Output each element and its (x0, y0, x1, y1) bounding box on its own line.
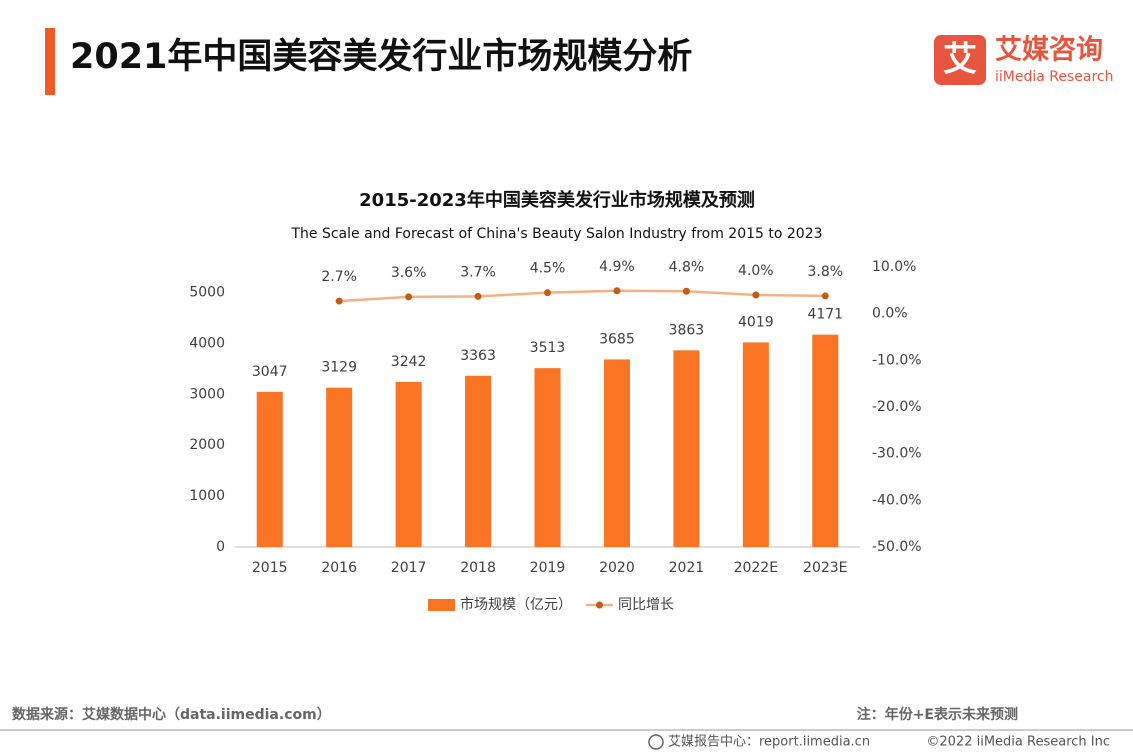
y-tick-label: 2000 (189, 437, 225, 453)
logo-name: 艾媒咨询 (995, 34, 1103, 66)
legend-label: 同比增长 (618, 597, 674, 613)
x-tick-label: 2021 (669, 560, 705, 576)
x-tick-label: 2015 (252, 560, 288, 576)
y-tick-label: 1000 (189, 488, 225, 504)
line-value-label: 3.7% (460, 264, 496, 280)
y2-tick-label: -50.0% (872, 539, 922, 555)
chart-title: 2015-2023年中国美容美发行业市场规模及预测 (359, 189, 755, 211)
bar (603, 359, 630, 547)
chart-subtitle: The Scale and Forecast of China's Beauty… (290, 226, 822, 242)
y2-tick-label: -40.0% (872, 492, 922, 508)
y2-tick-label: 0.0% (872, 306, 908, 322)
logo-icon (934, 35, 986, 85)
line-marker (474, 292, 482, 300)
y-tick-label: 4000 (189, 335, 225, 351)
source: 数据来源：艾媒数据中心（data.iimedia.com） (12, 706, 331, 723)
line-marker (405, 293, 413, 301)
bar-value-label: 3863 (669, 322, 705, 338)
x-tick-label: 2019 (530, 560, 566, 576)
line-value-label: 3.8% (807, 264, 843, 280)
bar-value-label: 3513 (530, 340, 566, 356)
x-tick-label: 2022E (734, 560, 778, 576)
x-tick-label: 2020 (599, 560, 635, 576)
x-tick-label: 2017 (391, 560, 427, 576)
y2-tick-label: 10.0% (872, 259, 916, 275)
y-tick-label: 0 (216, 539, 225, 555)
report-site: 艾媒报告中心：report.iimedia.cn (668, 735, 870, 750)
bar (326, 387, 353, 547)
x-tick-label: 2016 (321, 560, 357, 576)
bar (673, 350, 700, 547)
line-value-label: 2.7% (321, 269, 357, 285)
x-tick-label: 2018 (460, 560, 496, 576)
line-value-label: 4.5% (530, 261, 566, 277)
bar (465, 375, 492, 547)
x-tick-label: 2023E (803, 560, 847, 576)
legend-label: 市场规模（亿元） (460, 596, 572, 613)
copyright: ©2022 iiMedia Research Inc (926, 735, 1110, 750)
y-tick-label: 3000 (189, 386, 225, 402)
line-marker (613, 287, 621, 295)
y2-tick-label: -30.0% (872, 446, 922, 462)
line-marker (752, 291, 760, 299)
bar-value-label: 3047 (252, 364, 288, 380)
bar (742, 342, 769, 547)
bar (812, 334, 839, 547)
bar (256, 391, 283, 547)
y-tick-label: 5000 (189, 284, 225, 300)
bar (395, 381, 422, 547)
line-marker (335, 297, 343, 305)
y2-tick-label: -20.0% (872, 399, 922, 415)
bar-value-label: 3129 (321, 360, 357, 376)
line-value-label: 3.6% (391, 265, 427, 281)
line-value-label: 4.9% (599, 259, 635, 275)
note: 注：年份+E表示未来预测 (857, 706, 1018, 723)
legend-marker (596, 601, 603, 609)
line (339, 289, 826, 303)
logo-sub: iiMedia Research (995, 69, 1114, 85)
bar-value-label: 3363 (460, 348, 496, 364)
line-value-label: 4.8% (669, 259, 705, 275)
line-value-label: 4.0% (738, 263, 774, 279)
globe-icon (648, 734, 664, 750)
title-accent (45, 28, 55, 95)
bar-value-label: 3685 (599, 331, 635, 347)
bar-value-label: 3242 (391, 354, 427, 370)
line-marker (544, 289, 551, 297)
bar-value-label: 4019 (738, 314, 774, 330)
bar-value-label: 4171 (807, 307, 843, 323)
line-marker (682, 287, 690, 295)
logo-icon-text: 艾 (943, 40, 977, 80)
bar (534, 368, 561, 547)
page-title: 2021年中国美容美发行业市场规模分析 (70, 37, 692, 77)
legend-swatch (428, 599, 455, 611)
y2-tick-label: -10.0% (872, 352, 922, 368)
line-marker (821, 292, 829, 300)
